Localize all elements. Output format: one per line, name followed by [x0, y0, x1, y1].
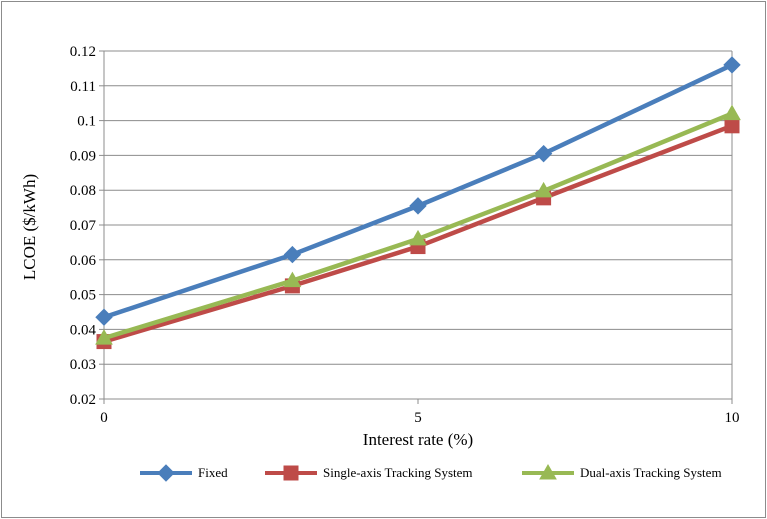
legend-marker-dual-axis-tracking-system	[539, 463, 557, 480]
data-point-fixed	[95, 308, 113, 326]
y-tick-label: 0.11	[70, 79, 96, 95]
legend-marker-fixed	[157, 464, 175, 482]
y-tick-labels: 0.02 0.03 0.04 0.05 0.06 0.07 0.08 0.09 0.1 0.11 0…	[70, 44, 97, 408]
x-tick-label: 5	[414, 410, 422, 426]
y-tick-label: 0.09	[70, 148, 96, 164]
y-tick-label: 0.07	[70, 218, 97, 234]
x-tick-labels: 0 5 10	[100, 410, 739, 426]
y-tick-label: 0.08	[70, 183, 96, 199]
gridlines	[104, 50, 732, 400]
y-tick-label: 0.04	[70, 322, 97, 338]
legend-label-dual-axis-tracking-system: Dual-axis Tracking System	[580, 465, 722, 480]
data-point-dual-axis-tracking-system	[409, 229, 427, 246]
series-line-dual-axis-tracking-system	[103, 111, 733, 341]
data-point-fixed	[723, 56, 741, 74]
legend-label-fixed: Fixed	[198, 465, 228, 480]
data-point-dual-axis-tracking-system	[283, 271, 302, 288]
y-tick-label: 0.05	[70, 288, 96, 304]
legend-marker-single-axis-tracking-system	[283, 465, 299, 481]
x-tick-label: 0	[100, 410, 108, 426]
x-tick-label: 10	[725, 410, 740, 426]
data-point-dual-axis-tracking-system	[534, 181, 553, 198]
axes	[99, 50, 733, 404]
data-point-dual-axis-tracking-system	[95, 329, 113, 345]
x-axis-title: Interest rate (%)	[363, 430, 473, 449]
series-line-fixed	[103, 62, 733, 320]
y-tick-label: 0.12	[70, 44, 96, 60]
y-axis-title: LCOE ($/kWh)	[20, 174, 39, 280]
data-point-fixed	[409, 197, 427, 215]
y-tick-label: 0.06	[70, 253, 97, 269]
y-tick-label: 0.03	[70, 357, 96, 373]
data-point-fixed	[283, 245, 302, 264]
series-lines	[95, 56, 741, 350]
data-point-dual-axis-tracking-system	[723, 104, 741, 121]
legend: Fixed Single-axis Tracking System Dual-axi…	[140, 463, 722, 482]
data-point-fixed	[534, 144, 553, 163]
legend-label-single-axis-tracking-system: Single-axis Tracking System	[323, 465, 473, 480]
y-tick-label: 0.02	[70, 392, 96, 408]
y-tick-label: 0.1	[77, 114, 96, 130]
data-point-single-axis-tracking-system	[724, 118, 740, 134]
